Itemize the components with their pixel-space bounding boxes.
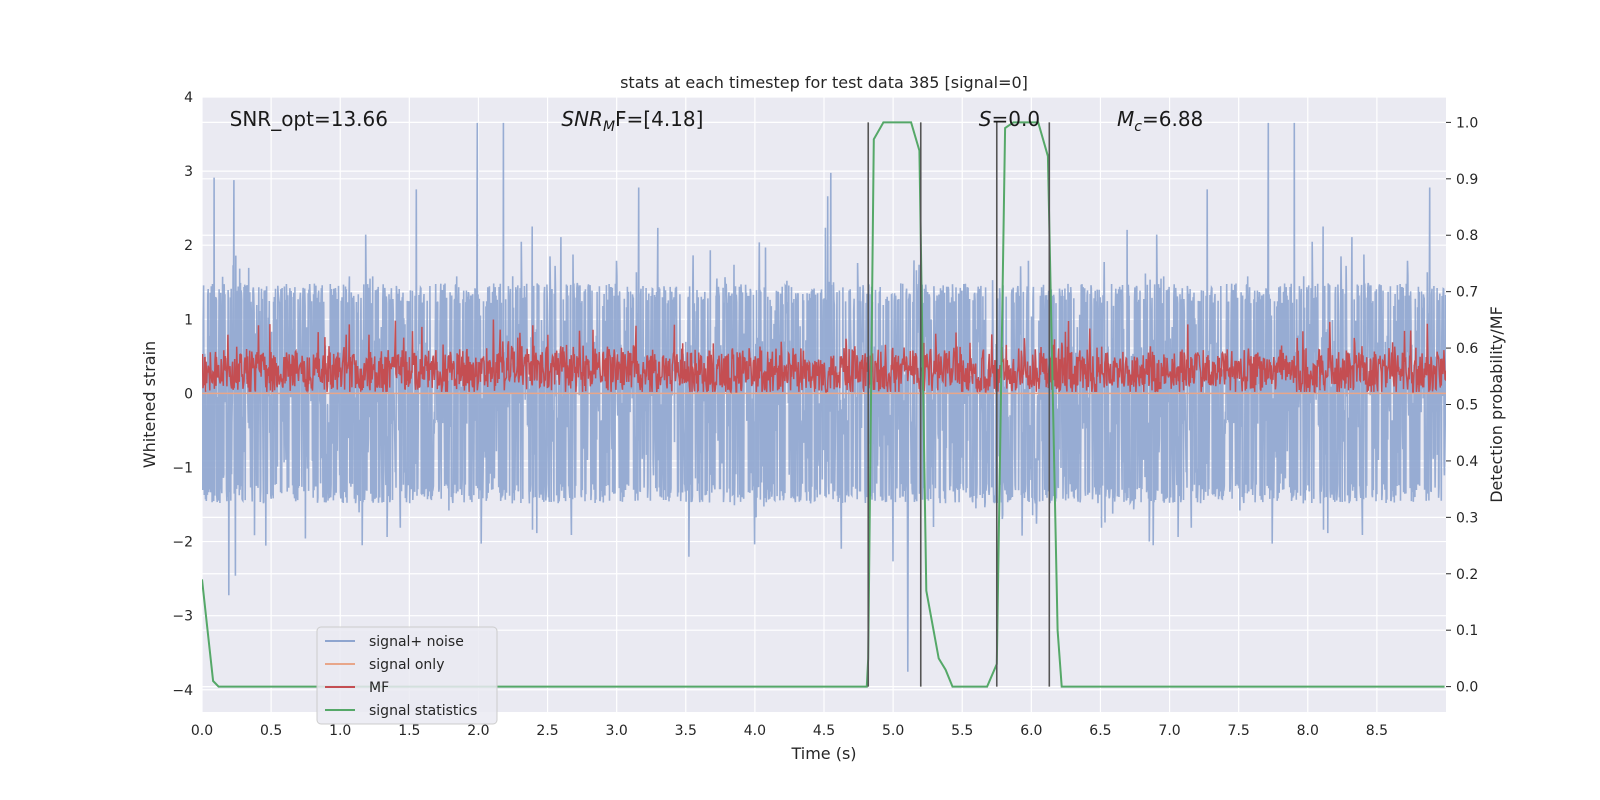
y-tick-label-4: 0 xyxy=(184,386,193,402)
x-tick-label-2: 1.0 xyxy=(329,723,351,739)
y-tick-label-2: −2 xyxy=(172,535,193,551)
x-tick-label-11: 5.5 xyxy=(951,723,973,739)
annotation-1-main: SNR xyxy=(561,107,603,131)
legend: signal+ noise signal only MF signal statist… xyxy=(316,626,498,725)
annotation-1-after: F=[4.18] xyxy=(615,107,703,131)
annotation-3-main: M xyxy=(1117,107,1134,131)
y2-tick-label-1: 0.1 xyxy=(1456,623,1478,639)
y-axis-label: Whitened strain xyxy=(140,341,159,468)
y-tick-label-6: 2 xyxy=(184,238,193,254)
x-tick-label-5: 2.5 xyxy=(536,723,558,739)
y2-tick-label-6: 0.6 xyxy=(1456,341,1478,357)
legend-box xyxy=(316,626,498,725)
x-tick-label-4: 2.0 xyxy=(467,723,489,739)
y-tick-label-0: −4 xyxy=(172,683,193,699)
y-tick-label-5: 1 xyxy=(184,312,193,328)
x-tick-label-0: 0.0 xyxy=(191,723,213,739)
y-tick-label-3: −1 xyxy=(172,460,193,476)
y2-axis-ticks: 0.0 0.1 0.2 0.3 0.4 0.5 0.6 0.7 0.8 0.9 1.0 xyxy=(1446,115,1478,696)
x-tick-label-8: 4.0 xyxy=(744,723,766,739)
y2-tick-label-3: 0.3 xyxy=(1456,510,1478,526)
x-tick-label-7: 3.5 xyxy=(675,723,697,739)
annotations: SNR_opt=13.66 SNRMF=[4.18] S=0.0 Mc=6.88 xyxy=(230,107,1204,135)
x-tick-label-15: 7.5 xyxy=(1228,723,1250,739)
x-tick-label-13: 6.5 xyxy=(1089,723,1111,739)
vertical-markers xyxy=(867,122,1051,687)
x-tick-label-3: 1.5 xyxy=(398,723,420,739)
x-tick-label-9: 4.5 xyxy=(813,723,835,739)
y2-tick-label-0: 0.0 xyxy=(1456,680,1478,696)
annotation-3-after: =6.88 xyxy=(1142,107,1203,131)
series-line-mf xyxy=(202,319,1446,394)
annotation-2: S=0.0 xyxy=(979,107,1040,131)
y-tick-label-8: 4 xyxy=(184,90,193,106)
annotation-2-after: =0.0 xyxy=(992,107,1041,131)
legend-label-0: signal+ noise xyxy=(369,634,464,650)
x-tick-label-1: 0.5 xyxy=(260,723,282,739)
x-tick-label-10: 5.0 xyxy=(882,723,904,739)
y-axis-ticks: −4 −3 −2 −1 0 1 2 3 4 xyxy=(172,90,193,699)
y2-axis-label: Detection probability/MF xyxy=(1487,306,1506,503)
legend-label-3: signal statistics xyxy=(369,703,477,719)
legend-label-1: signal only xyxy=(369,657,444,673)
chart-title: stats at each timestep for test data 385… xyxy=(620,73,1028,92)
x-tick-label-6: 3.0 xyxy=(606,723,628,739)
y2-tick-label-5: 0.5 xyxy=(1456,398,1478,414)
x-axis-ticks: 0.0 0.5 1.0 1.5 2.0 2.5 3.0 3.5 4.0 4.5 5.0 5.5 6.0 6… xyxy=(191,723,1388,739)
y2-tick-label-10: 1.0 xyxy=(1456,115,1478,131)
annotation-0: SNR_opt=13.66 xyxy=(230,107,388,131)
x-tick-label-16: 8.0 xyxy=(1297,723,1319,739)
annotation-3-sub: c xyxy=(1134,119,1142,135)
y2-tick-label-8: 0.8 xyxy=(1456,228,1478,244)
annotation-1-sub: M xyxy=(603,119,615,135)
x-tick-label-12: 6.0 xyxy=(1020,723,1042,739)
x-tick-label-14: 7.0 xyxy=(1158,723,1180,739)
y2-tick-label-9: 0.9 xyxy=(1456,172,1478,188)
annotation-1: SNRMF=[4.18] xyxy=(561,107,703,135)
x-tick-label-17: 8.5 xyxy=(1366,723,1388,739)
y2-tick-label-4: 0.4 xyxy=(1456,454,1478,470)
y-tick-label-1: −3 xyxy=(172,609,193,625)
y-tick-label-7: 3 xyxy=(184,164,193,180)
annotation-2-main: S xyxy=(979,107,992,131)
y2-tick-label-2: 0.2 xyxy=(1456,567,1478,583)
y2-tick-label-7: 0.7 xyxy=(1456,285,1478,301)
x-axis-label: Time (s) xyxy=(790,744,856,763)
legend-label-2: MF xyxy=(369,680,389,696)
annotation-3: Mc=6.88 xyxy=(1117,107,1203,135)
